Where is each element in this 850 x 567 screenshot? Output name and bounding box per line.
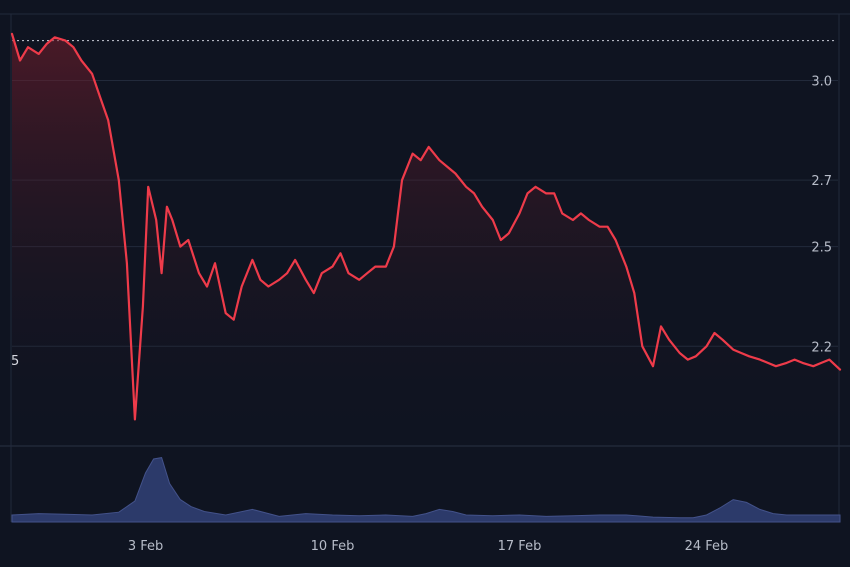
x-tick-label: 17 Feb <box>498 539 542 554</box>
volume-area <box>11 457 841 523</box>
x-tick-label: 3 Feb <box>128 539 163 554</box>
price-line <box>10 32 842 421</box>
y-axis-ticks: 3.0 2.7 2.5 2.2 <box>811 74 832 355</box>
y-tick-label: 2.5 <box>811 241 832 256</box>
x-tick-label: 10 Feb <box>311 539 355 554</box>
left-edge-label: 5 <box>11 354 19 369</box>
price-area-fill <box>12 33 840 447</box>
y-tick-label: 2.2 <box>811 340 832 355</box>
x-axis-ticks: 3 Feb 10 Feb 17 Feb 24 Feb <box>128 539 728 554</box>
y-tick-label: 3.0 <box>811 74 832 89</box>
x-tick-label: 24 Feb <box>685 539 729 554</box>
y-tick-label: 2.7 <box>811 174 832 189</box>
